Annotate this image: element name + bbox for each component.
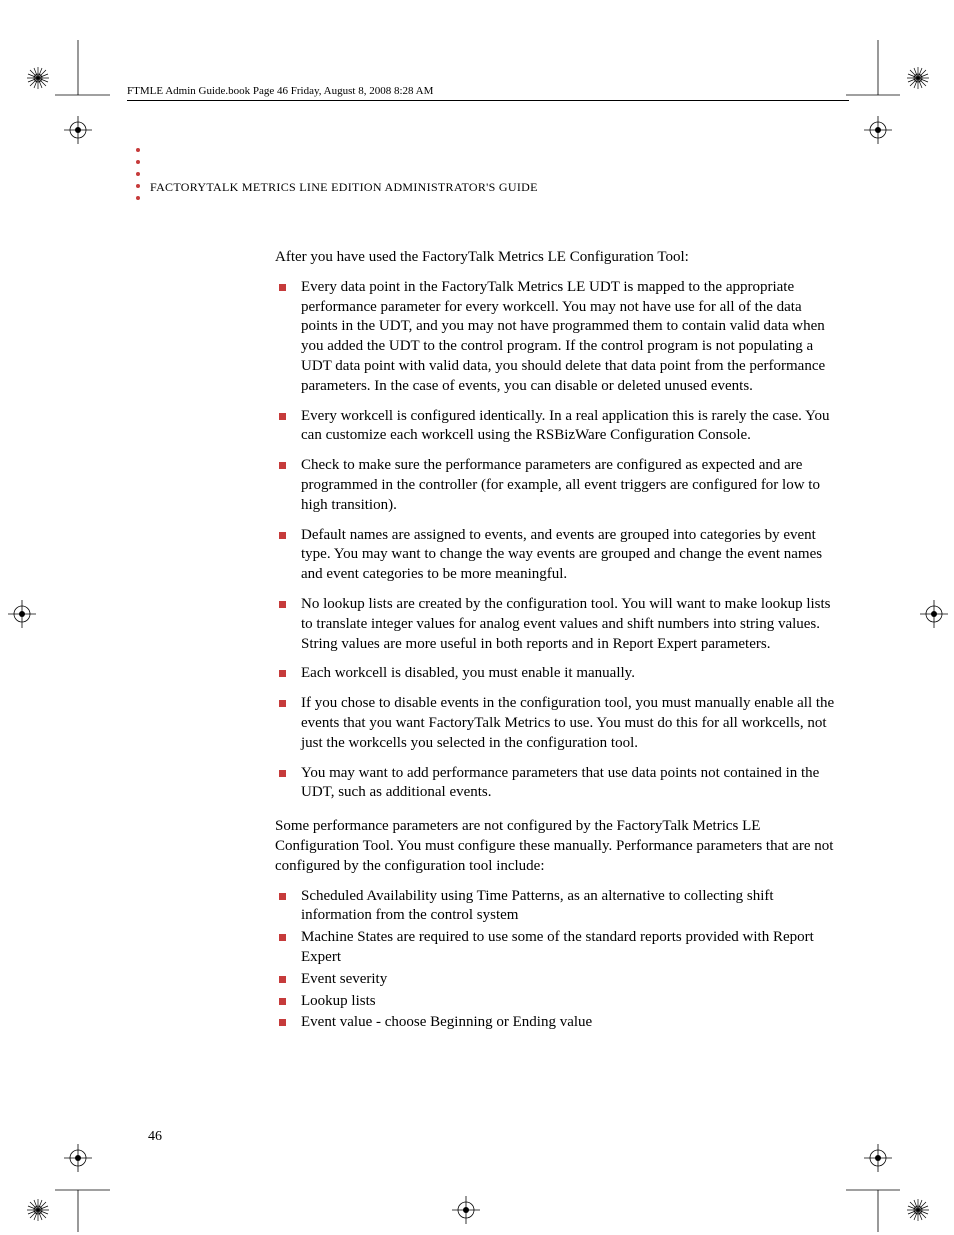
list-item: You may want to add performance paramete…	[275, 764, 840, 804]
list-item: Check to make sure the performance param…	[275, 456, 840, 515]
list-item: Default names are assigned to events, an…	[275, 526, 840, 585]
page-number: 46	[148, 1129, 162, 1145]
list-item: Event severity	[275, 970, 840, 990]
intro-paragraph: After you have used the FactoryTalk Metr…	[275, 248, 840, 268]
side-accent-dots	[136, 148, 140, 200]
list-item: Each workcell is disabled, you must enab…	[275, 664, 840, 684]
list-item: Lookup lists	[275, 992, 840, 1012]
page-content: After you have used the FactoryTalk Metr…	[275, 248, 840, 1047]
bullet-list-1: Every data point in the FactoryTalk Metr…	[275, 278, 840, 803]
list-item: Machine States are required to use some …	[275, 928, 840, 968]
book-header-text: FTMLE Admin Guide.book Page 46 Friday, A…	[127, 85, 433, 97]
running-title: FACTORYTALK METRICS LINE EDITION ADMINIS…	[150, 180, 538, 195]
list-item: Every data point in the FactoryTalk Metr…	[275, 278, 840, 397]
header-rule	[127, 100, 849, 101]
list-item: Scheduled Availability using Time Patter…	[275, 887, 840, 927]
list-item: Every workcell is configured identically…	[275, 407, 840, 447]
list-item: If you chose to disable events in the co…	[275, 694, 840, 753]
list-item: Event value - choose Beginning or Ending…	[275, 1013, 840, 1033]
mid-paragraph: Some performance parameters are not conf…	[275, 817, 840, 876]
list-item: No lookup lists are created by the confi…	[275, 595, 840, 654]
bullet-list-2: Scheduled Availability using Time Patter…	[275, 887, 840, 1034]
